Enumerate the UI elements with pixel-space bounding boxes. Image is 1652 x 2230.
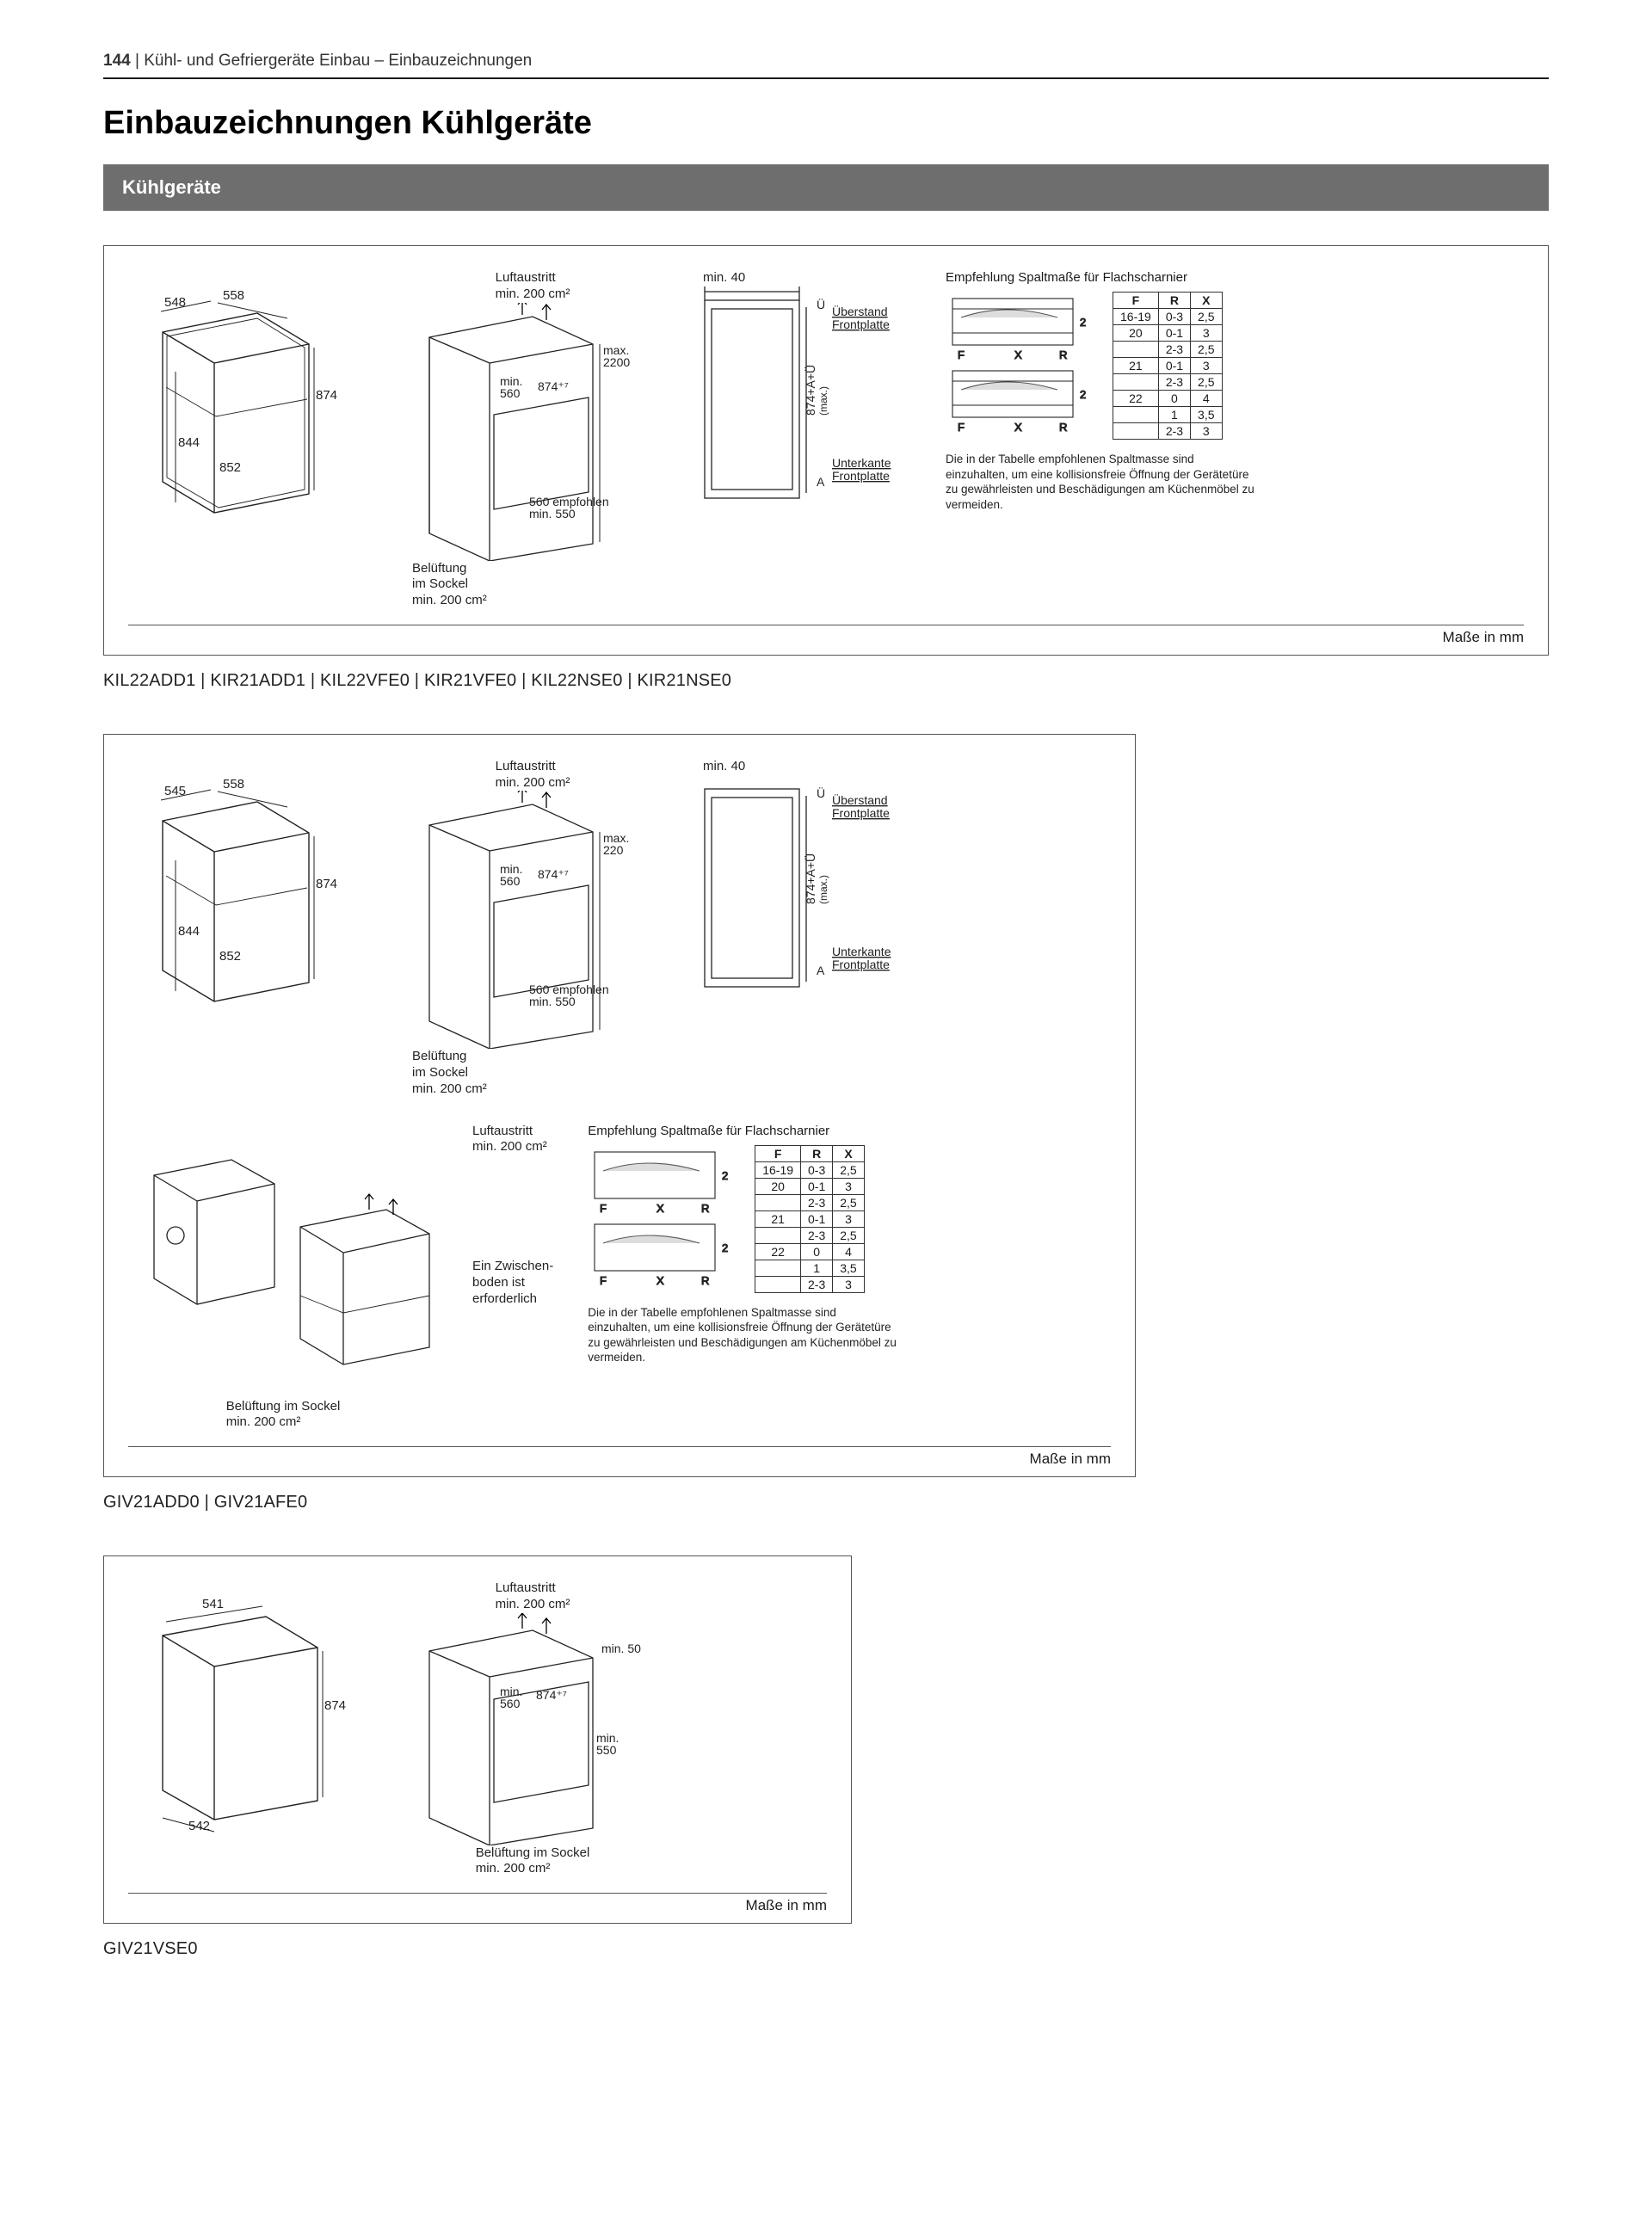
svg-text:X: X — [1014, 421, 1022, 434]
svg-text:A: A — [817, 964, 825, 977]
dim-548: 548 — [164, 295, 186, 310]
svg-text:X: X — [656, 1274, 664, 1287]
breadcrumb: Kühl- und Gefriergeräte Einbau – Einbauz… — [144, 52, 532, 70]
spalt-table-1: F R X 16-190-32,5 200-13 2-32,5 210-13 2… — [1113, 292, 1223, 440]
page-header: 144 | Kühl- und Gefriergeräte Einbau – E… — [103, 52, 1549, 79]
drawing-block-2: 545 558 874 844 852 Luftaustritt min. 20… — [103, 734, 1136, 1512]
spalt-title: Empfehlung Spaltmaße für Flachscharnier — [946, 270, 1187, 285]
svg-text:558: 558 — [223, 777, 244, 792]
dim-874: 874 — [316, 388, 337, 403]
svg-text:874+A+Ü: 874+A+Ü — [803, 853, 817, 903]
svg-text:X: X — [1014, 348, 1022, 361]
spaltmasse-1: Empfehlung Spaltmaße für Flachscharnier … — [946, 270, 1255, 512]
svg-text:541: 541 — [202, 1597, 224, 1611]
svg-text:(max.): (max.) — [817, 875, 829, 904]
svg-text:ÜberstandFrontplatte: ÜberstandFrontplatte — [832, 792, 890, 820]
svg-text:874: 874 — [316, 877, 337, 891]
units-2: Maße in mm — [128, 1446, 1111, 1468]
vert-874: 874+A+Ü — [803, 365, 817, 416]
cabinet-1: Luftaustritt min. 200 cm² — [378, 270, 653, 609]
svg-text:2: 2 — [722, 1169, 728, 1182]
svg-text:min.550: min.550 — [596, 1731, 619, 1757]
ueberstand: ÜberstandFrontplatte — [832, 304, 890, 331]
svg-text:Ü: Ü — [817, 785, 825, 800]
models-3: GIV21VSE0 — [103, 1939, 852, 1959]
svg-text:F: F — [600, 1202, 607, 1215]
models-2: GIV21ADD0 | GIV21AFE0 — [103, 1493, 1136, 1512]
undercounter-labels: Luftaustritt min. 200 cm² Ein Zwischen- … — [472, 1124, 553, 1308]
spalt-table-2: F R X 16-190-32,5 200-13 2-32,5 210-13 2… — [755, 1145, 865, 1293]
svg-text:2: 2 — [1080, 388, 1086, 401]
svg-text:F: F — [600, 1274, 607, 1287]
belueftung-sockel-label: Belüftung im Sockel min. 200 cm² — [412, 561, 487, 609]
appliance-iso-2: 545 558 874 844 852 — [128, 759, 343, 1008]
drawing-block-1: 548 558 874 844 852 Luftaustritt min. 20… — [103, 245, 1549, 691]
cabinet-2: Luftaustritt min. 200 cm² min.560 874⁺⁷ — [378, 759, 653, 1098]
svg-text:F: F — [958, 348, 965, 361]
appliance-iso-1: 548 558 874 844 852 — [128, 270, 343, 520]
svg-text:R: R — [701, 1202, 709, 1215]
svg-text:874: 874 — [324, 1698, 346, 1713]
svg-text:R: R — [1059, 421, 1067, 434]
cabinet-3: Luftaustritt min. 200 cm² min. 50 min.5 — [386, 1580, 662, 1877]
svg-text:R: R — [701, 1274, 709, 1287]
spalt-note: Die in der Tabelle empfohlenen Spaltmass… — [946, 452, 1255, 512]
drawing-block-3: 541 874 542 Luftaustritt min. 200 cm² — [103, 1555, 852, 1959]
dim-min560: min.560 — [500, 374, 522, 400]
svg-text:2: 2 — [722, 1241, 728, 1254]
page-number: 144 — [103, 52, 131, 70]
min40-label: min. 40 — [703, 270, 745, 286]
luftaustritt-label: Luftaustritt min. 200 cm² — [496, 270, 570, 303]
dim-852: 852 — [219, 460, 241, 475]
under-counter-2: Belüftung im Sockel min. 200 cm² — [128, 1124, 438, 1432]
dim-558: 558 — [223, 288, 244, 303]
dim-874s: 874⁺⁷ — [538, 379, 569, 393]
frontplate-section-2: min. 40 Ü A ÜberstandFrontplatte Unterka… — [687, 759, 911, 1016]
dim-844: 844 — [178, 435, 200, 450]
units-1: Maße in mm — [128, 625, 1524, 646]
svg-text:545: 545 — [164, 784, 186, 798]
svg-text:844: 844 — [178, 924, 200, 939]
svg-text:874⁺⁷: 874⁺⁷ — [538, 867, 569, 881]
frontplate-section-1: min. 40 Ü A ÜberstandFrontplatte Unterka… — [687, 270, 911, 527]
u-label: Ü — [817, 297, 825, 311]
section-bar: Kühlgeräte — [103, 164, 1549, 211]
min50-label: min. 50 — [601, 1642, 641, 1655]
unterkante: UnterkanteFrontplatte — [832, 456, 891, 483]
svg-text:X: X — [656, 1202, 664, 1215]
svg-text:R: R — [1059, 348, 1067, 361]
svg-text:F: F — [958, 421, 965, 434]
dim-560empf: 560 empfohlenmin. 550 — [529, 495, 609, 521]
units-3: Maße in mm — [128, 1893, 827, 1914]
svg-text:852: 852 — [219, 949, 241, 964]
svg-text:max.220: max.220 — [603, 831, 629, 857]
svg-text:min.560: min.560 — [500, 862, 522, 888]
page-title: Einbauzeichnungen Kühlgeräte — [103, 105, 1549, 142]
appliance-iso-3: 541 874 542 — [128, 1580, 352, 1839]
svg-text:560 empfohlenmin. 550: 560 empfohlenmin. 550 — [529, 983, 609, 1008]
svg-text:UnterkanteFrontplatte: UnterkanteFrontplatte — [832, 945, 891, 971]
a-label: A — [817, 475, 825, 489]
models-1: KIL22ADD1 | KIR21ADD1 | KIL22VFE0 | KIR2… — [103, 671, 1549, 691]
vert-874-max: (max.) — [817, 386, 829, 416]
svg-text:2: 2 — [1080, 316, 1086, 329]
dim-max2200: max.2200 — [603, 343, 630, 369]
svg-text:min.560: min.560 — [500, 1685, 522, 1710]
spaltmasse-2: Empfehlung Spaltmaße für Flachscharnier … — [588, 1124, 897, 1365]
svg-text:874⁺⁷: 874⁺⁷ — [536, 1688, 567, 1702]
